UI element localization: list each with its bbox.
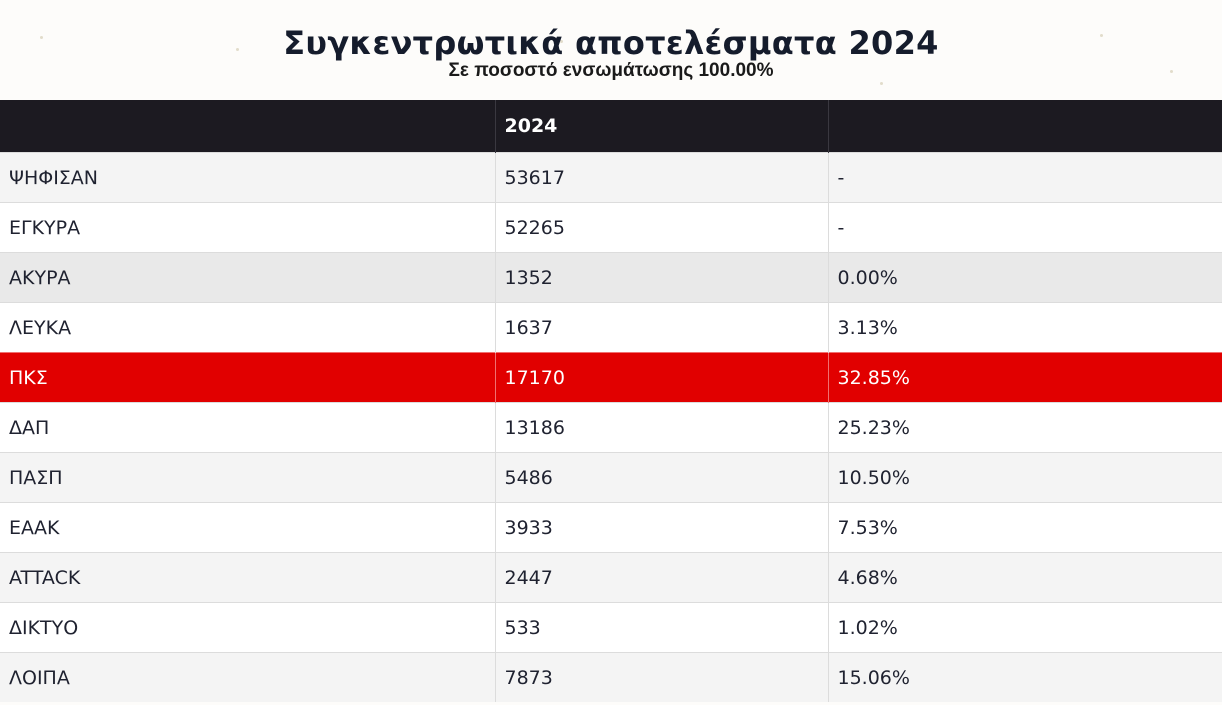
table-row: ΛΟΙΠΑ 7873 15.06% <box>0 652 1222 702</box>
background-speck <box>236 48 239 51</box>
table-row-highlighted: ΠΚΣ 17170 32.85% <box>0 352 1222 403</box>
column-header-year: 2024 <box>495 100 829 153</box>
table-row: ΔΑΠ 13186 25.23% <box>0 402 1222 453</box>
table-row: ΑΚΥΡΑ 1352 0.00% <box>0 252 1222 303</box>
page-subtitle: Σε ποσοστό ενσωμάτωσης 100.00% <box>448 60 774 81</box>
row-label: ΠΑΣΠ <box>0 452 496 503</box>
row-percent: - <box>828 202 1222 253</box>
row-label: ΕΑΑΚ <box>0 502 496 553</box>
row-votes: 2447 <box>495 552 829 603</box>
row-votes: 52265 <box>495 202 829 253</box>
row-votes: 13186 <box>495 402 829 453</box>
background-speck <box>1170 70 1173 73</box>
background-speck <box>880 82 883 85</box>
row-label: ΔΑΠ <box>0 402 496 453</box>
row-percent: 0.00% <box>828 252 1222 303</box>
column-header-percent <box>828 100 1222 153</box>
row-votes: 1352 <box>495 252 829 303</box>
table-row: ΠΑΣΠ 5486 10.50% <box>0 452 1222 503</box>
row-percent: 10.50% <box>828 452 1222 503</box>
table-row: ΕΑΑΚ 3933 7.53% <box>0 502 1222 553</box>
table-header-row: 2024 <box>0 100 1222 153</box>
page-title: Συγκεντρωτικά αποτελέσματα 2024 <box>283 24 939 63</box>
row-votes: 5486 <box>495 452 829 503</box>
table-row: ΛΕΥΚΑ 1637 3.13% <box>0 302 1222 353</box>
row-percent: 25.23% <box>828 402 1222 453</box>
row-percent: 15.06% <box>828 652 1222 702</box>
row-label: ΕΓΚΥΡΑ <box>0 202 496 253</box>
row-percent: - <box>828 152 1222 203</box>
row-votes: 1637 <box>495 302 829 353</box>
row-label: ATTACK <box>0 552 496 603</box>
table-row: ATTACK 2447 4.68% <box>0 552 1222 603</box>
column-header-label <box>0 100 496 153</box>
table-row: ΔΙΚΤΥΟ 533 1.02% <box>0 602 1222 653</box>
row-votes: 53617 <box>495 152 829 203</box>
results-table: 2024 ΨΗΦΙΣΑΝ 53617 - ΕΓΚΥΡΑ 52265 - ΑΚΥΡ… <box>0 100 1222 702</box>
row-votes: 533 <box>495 602 829 653</box>
row-percent: 32.85% <box>828 352 1222 403</box>
table-row: ΨΗΦΙΣΑΝ 53617 - <box>0 152 1222 203</box>
row-percent: 1.02% <box>828 602 1222 653</box>
row-percent: 7.53% <box>828 502 1222 553</box>
row-label: ΛΕΥΚΑ <box>0 302 496 353</box>
row-label: ΨΗΦΙΣΑΝ <box>0 152 496 203</box>
background-speck <box>40 36 43 39</box>
row-percent: 4.68% <box>828 552 1222 603</box>
row-label: ΔΙΚΤΥΟ <box>0 602 496 653</box>
background-speck <box>560 40 563 43</box>
row-votes: 7873 <box>495 652 829 702</box>
row-label: ΠΚΣ <box>0 352 496 403</box>
background-speck <box>1100 34 1103 37</box>
row-label: ΛΟΙΠΑ <box>0 652 496 702</box>
row-percent: 3.13% <box>828 302 1222 353</box>
table-row: ΕΓΚΥΡΑ 52265 - <box>0 202 1222 253</box>
row-votes: 17170 <box>495 352 829 403</box>
row-label: ΑΚΥΡΑ <box>0 252 496 303</box>
row-votes: 3933 <box>495 502 829 553</box>
